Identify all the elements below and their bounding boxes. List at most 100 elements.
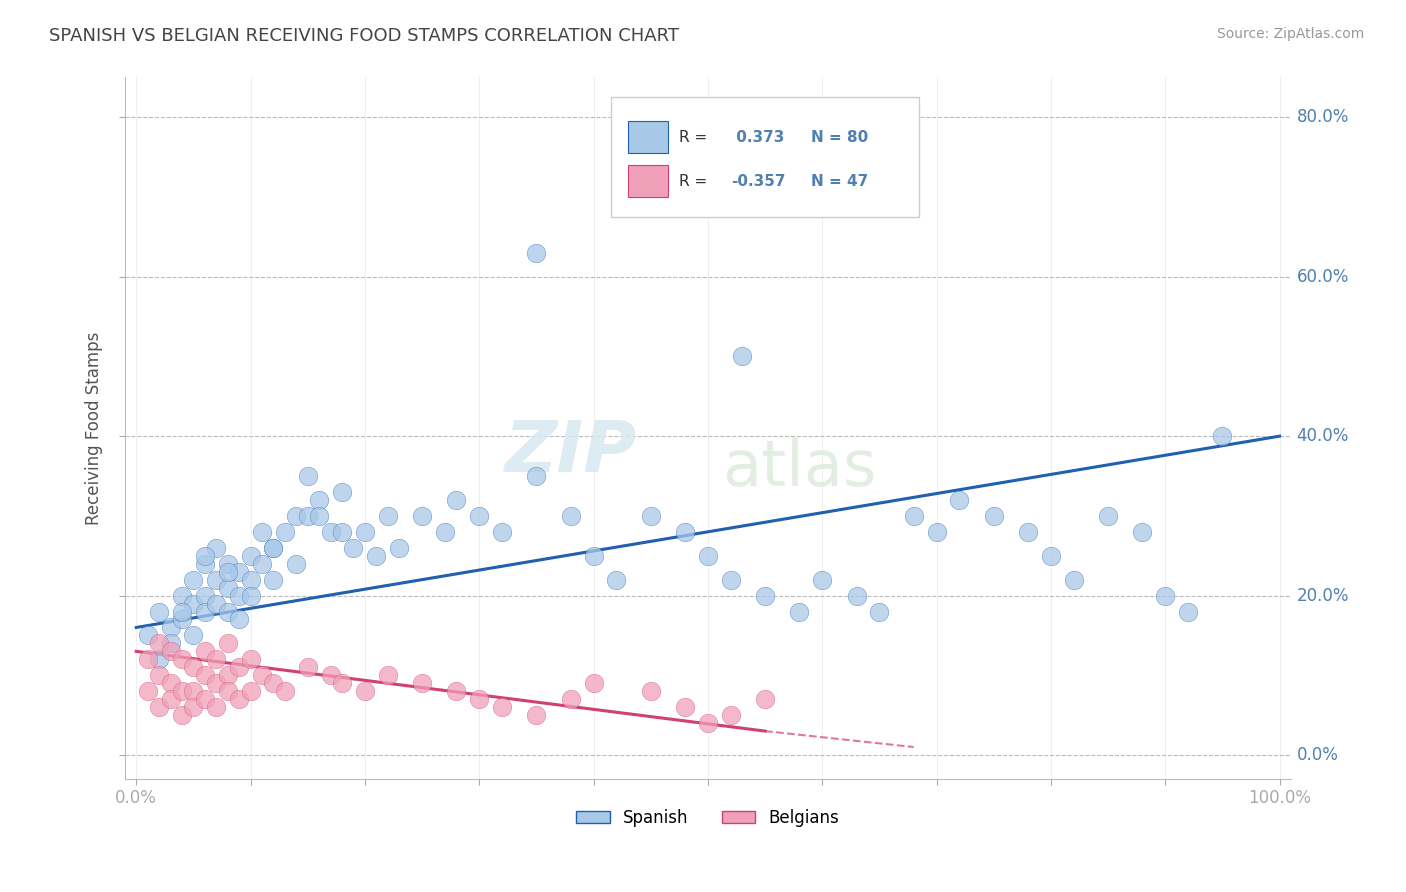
Point [183, 684, 205, 698]
Text: Source: ZipAtlas.com: Source: ZipAtlas.com [1216, 27, 1364, 41]
Text: -0.357: -0.357 [731, 174, 786, 188]
Point [1017, 524, 1039, 539]
Point [148, 668, 170, 682]
Point [731, 350, 754, 364]
Point [228, 589, 250, 603]
Point [239, 573, 262, 587]
Point [605, 573, 627, 587]
Point [285, 508, 308, 523]
Point [868, 605, 890, 619]
Point [446, 684, 468, 698]
Point [319, 524, 342, 539]
Point [194, 549, 217, 563]
Point [366, 549, 388, 563]
Point [948, 492, 970, 507]
Point [526, 469, 548, 483]
Point [720, 573, 742, 587]
Point [491, 700, 513, 714]
Point [183, 660, 205, 674]
Point [411, 676, 433, 690]
Point [183, 573, 205, 587]
Point [754, 589, 776, 603]
Point [205, 676, 228, 690]
Point [526, 245, 548, 260]
Point [205, 573, 228, 587]
Point [228, 692, 250, 706]
Point [183, 597, 205, 611]
Point [205, 597, 228, 611]
Point [285, 557, 308, 571]
Text: R =: R = [679, 174, 707, 188]
Point [1177, 605, 1199, 619]
Point [297, 660, 319, 674]
Point [560, 508, 582, 523]
Point [845, 589, 868, 603]
Legend: Spanish, Belgians: Spanish, Belgians [569, 803, 846, 834]
Point [194, 557, 217, 571]
Point [308, 508, 330, 523]
Point [148, 636, 170, 650]
Text: 20.0%: 20.0% [1296, 587, 1350, 605]
Point [377, 668, 399, 682]
Point [308, 492, 330, 507]
Point [148, 652, 170, 666]
Point [491, 524, 513, 539]
Point [673, 524, 696, 539]
Point [194, 692, 217, 706]
Point [194, 644, 217, 658]
Point [194, 589, 217, 603]
Point [183, 628, 205, 642]
Point [274, 524, 297, 539]
Point [170, 684, 193, 698]
Point [468, 508, 491, 523]
Point [228, 565, 250, 579]
Point [205, 700, 228, 714]
Text: N = 80: N = 80 [811, 129, 868, 145]
Point [239, 589, 262, 603]
Text: 0.373: 0.373 [731, 129, 785, 145]
Point [250, 557, 273, 571]
Point [696, 549, 718, 563]
Point [170, 589, 193, 603]
Point [250, 524, 273, 539]
Point [159, 636, 181, 650]
Point [330, 676, 353, 690]
Point [205, 541, 228, 555]
Point [560, 692, 582, 706]
Point [194, 605, 217, 619]
Point [903, 508, 925, 523]
Point [159, 644, 181, 658]
Text: SPANISH VS BELGIAN RECEIVING FOOD STAMPS CORRELATION CHART: SPANISH VS BELGIAN RECEIVING FOOD STAMPS… [49, 27, 679, 45]
Point [159, 676, 181, 690]
Point [274, 684, 297, 698]
Point [720, 708, 742, 723]
Point [754, 692, 776, 706]
Text: R =: R = [679, 129, 707, 145]
Point [136, 652, 159, 666]
Point [354, 524, 377, 539]
Text: 0.0%: 0.0% [1296, 746, 1339, 764]
Point [136, 628, 159, 642]
Point [228, 660, 250, 674]
Point [983, 508, 1005, 523]
Point [262, 573, 284, 587]
Point [136, 684, 159, 698]
Point [330, 485, 353, 500]
Point [170, 708, 193, 723]
Point [183, 700, 205, 714]
Point [468, 692, 491, 706]
Point [205, 652, 228, 666]
Point [262, 541, 284, 555]
Point [1097, 508, 1119, 523]
Point [696, 716, 718, 731]
Point [217, 605, 239, 619]
Point [217, 557, 239, 571]
Point [239, 684, 262, 698]
Point [170, 605, 193, 619]
Point [217, 684, 239, 698]
FancyBboxPatch shape [628, 165, 668, 197]
FancyBboxPatch shape [628, 121, 668, 153]
Text: 60.0%: 60.0% [1296, 268, 1350, 285]
Point [582, 676, 605, 690]
Text: atlas: atlas [723, 437, 876, 499]
